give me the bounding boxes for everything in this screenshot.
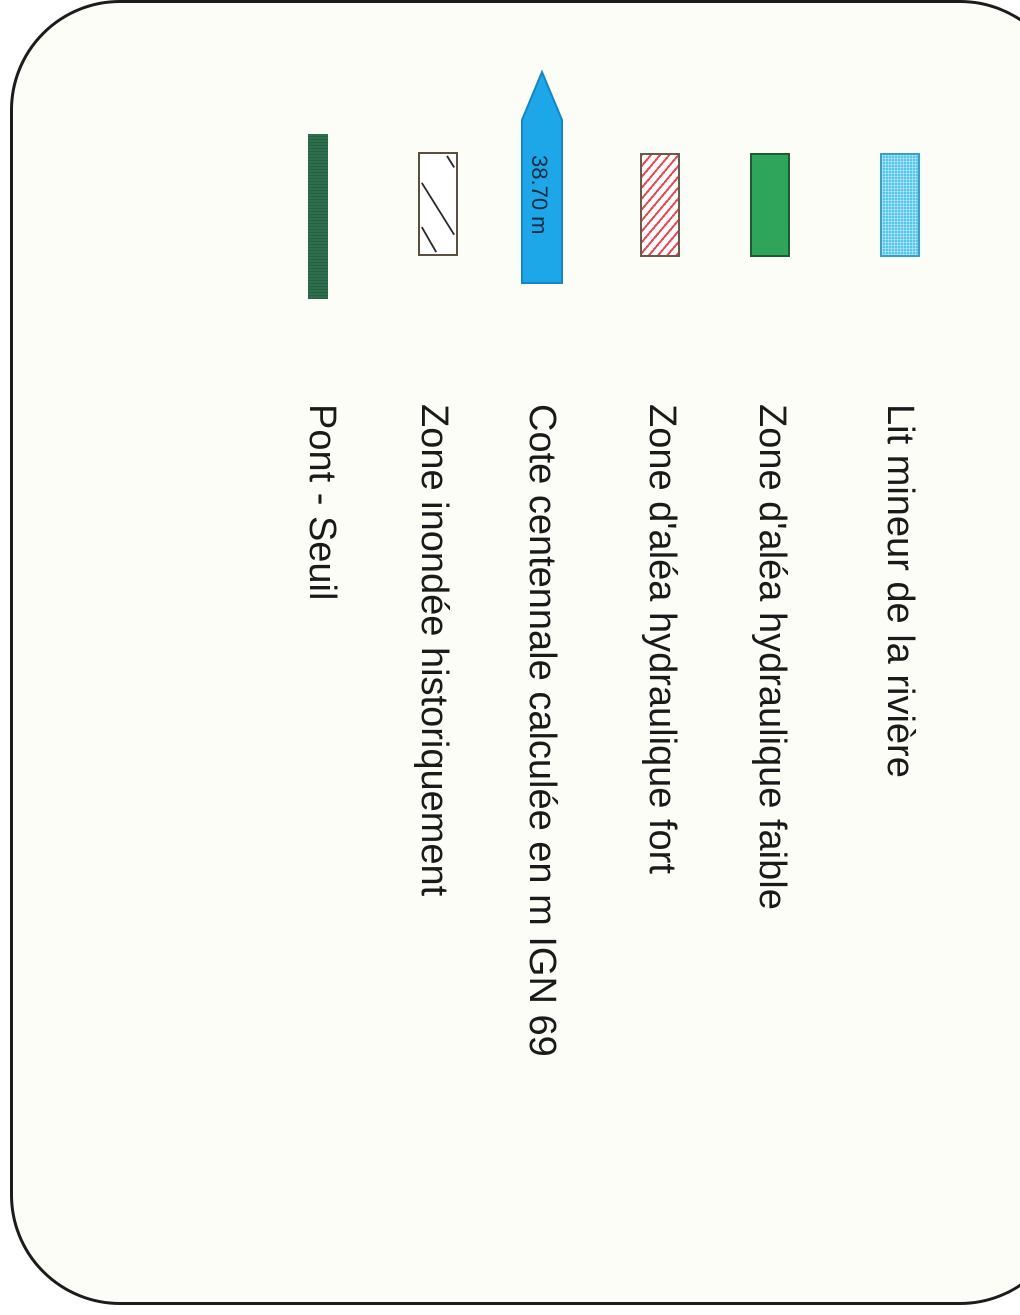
legend-swatch-cote-arrow-icon xyxy=(521,70,563,284)
legend-swatch-alea-faible xyxy=(750,153,790,257)
legend-label-zone-historique: Zone inondée historiquement xyxy=(413,404,455,897)
legend-label-lit-mineur: Lit mineur de la rivière xyxy=(879,404,921,778)
legend-label-pont-seuil: Pont - Seuil xyxy=(301,404,343,601)
legend-swatch-alea-fort xyxy=(640,153,680,257)
legend-label-cote-centennale: Cote centennale calculée en m IGN 69 xyxy=(521,404,563,1057)
legend-frame xyxy=(10,0,1020,1305)
legend-swatch-zone-historique xyxy=(418,152,458,256)
legend-label-alea-fort: Zone d'aléa hydraulique fort xyxy=(641,404,683,874)
legend-swatch-pont-seuil xyxy=(308,134,328,299)
legend-cote-marker-text: 38.70 m xyxy=(527,155,552,235)
legend-swatch-lit-mineur xyxy=(880,153,920,257)
legend-label-alea-faible: Zone d'aléa hydraulique faible xyxy=(751,404,793,910)
